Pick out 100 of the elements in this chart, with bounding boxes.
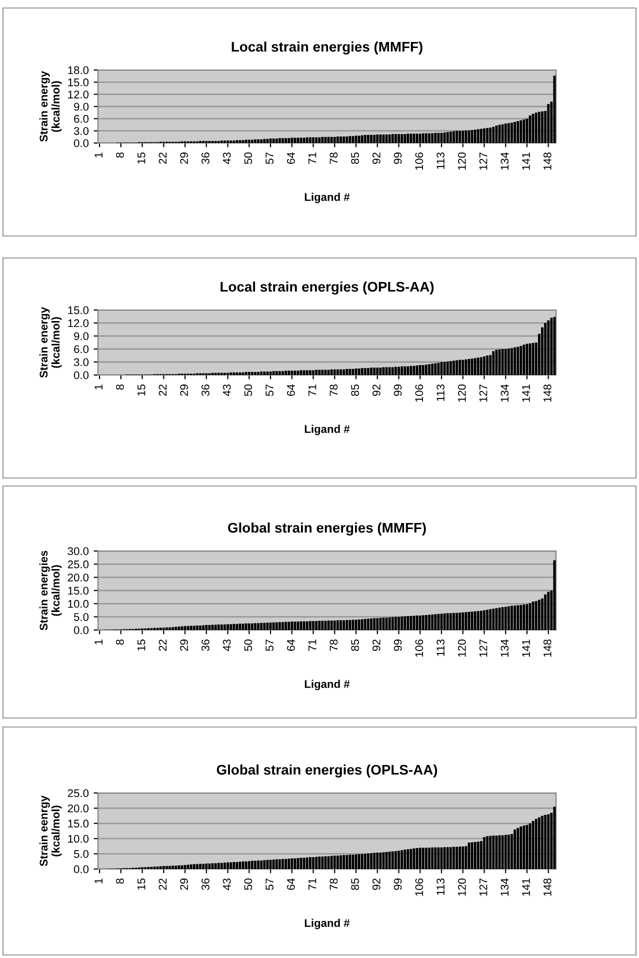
- x-tick-label: 8: [116, 640, 124, 645]
- bar: [456, 360, 458, 375]
- x-tick-label: 148: [543, 384, 552, 402]
- bar: [462, 130, 464, 143]
- bar: [532, 114, 534, 143]
- bar: [443, 132, 446, 143]
- bar: [541, 111, 544, 143]
- bar: [486, 356, 489, 375]
- y-tick-label: 0.0: [74, 371, 89, 380]
- x-tick-label: 1: [94, 384, 102, 390]
- bar: [275, 138, 278, 143]
- bar: [306, 621, 308, 630]
- bar: [306, 857, 308, 869]
- bar: [370, 853, 372, 869]
- bar: [318, 620, 321, 630]
- bar: [434, 847, 437, 869]
- x-tick-label: 1: [94, 640, 102, 644]
- bar: [346, 368, 348, 375]
- bar: [544, 814, 547, 869]
- bar: [302, 621, 306, 630]
- bar: [425, 364, 428, 375]
- bar: [275, 371, 278, 375]
- y-tick-label: 9.0: [74, 102, 89, 111]
- x-axis-title: Ligand #: [304, 424, 350, 436]
- x-tick-label: 141: [522, 384, 530, 402]
- bar: [174, 626, 178, 630]
- bar: [489, 355, 492, 375]
- bar: [288, 370, 290, 375]
- x-tick-label: 134: [500, 384, 509, 402]
- bar: [358, 854, 360, 869]
- bar: [168, 627, 171, 630]
- bar: [522, 344, 526, 375]
- bar: [379, 852, 382, 869]
- bar: [172, 866, 174, 869]
- bar: [244, 140, 248, 143]
- bar: [282, 858, 284, 869]
- bar: [260, 622, 263, 630]
- y-tick-label: 25.0: [68, 789, 89, 798]
- bar: [342, 620, 346, 630]
- x-tick-label: 78: [330, 384, 338, 396]
- bar: [263, 622, 266, 630]
- bar: [470, 842, 474, 869]
- bar: [196, 864, 198, 869]
- bar: [410, 134, 412, 143]
- bar: [464, 846, 468, 869]
- bar: [422, 848, 424, 869]
- bar: [492, 351, 495, 375]
- bar: [165, 627, 168, 630]
- bar: [501, 349, 504, 375]
- bar: [312, 370, 314, 375]
- bar: [425, 614, 428, 630]
- bar: [437, 362, 440, 375]
- bar: [315, 370, 318, 375]
- bar: [205, 864, 208, 869]
- x-tick-label: 64: [287, 152, 295, 164]
- x-tick-label: 71: [308, 640, 316, 651]
- bar: [379, 618, 382, 630]
- x-tick-label: 71: [308, 152, 316, 164]
- bar: [236, 372, 238, 375]
- bar: [504, 606, 507, 630]
- x-tick-label: 85: [351, 639, 359, 651]
- y-tick-label: 20.0: [68, 804, 89, 812]
- bar: [284, 622, 287, 630]
- x-tick-label: 106: [415, 640, 424, 657]
- bar: [516, 346, 520, 375]
- bar: [520, 120, 522, 143]
- y-tick-label: 5.0: [74, 850, 89, 858]
- bar: [260, 372, 263, 375]
- x-tick-label: 148: [543, 152, 552, 170]
- x-tick-label: 50: [244, 639, 252, 651]
- bar: [456, 130, 458, 143]
- bar: [266, 622, 269, 630]
- x-tick-label: 15: [138, 152, 146, 164]
- x-tick-label: 71: [308, 384, 316, 396]
- bar: [333, 136, 336, 143]
- bar: [312, 857, 314, 869]
- y-tick-label: 10.0: [68, 600, 89, 608]
- bar: [483, 356, 486, 375]
- x-tick-label: 29: [180, 384, 188, 396]
- x-tick-label: 50: [244, 152, 252, 164]
- bar: [236, 624, 238, 630]
- bar: [428, 364, 431, 375]
- bar: [495, 126, 498, 143]
- bar: [388, 852, 391, 869]
- bar: [250, 623, 254, 630]
- bar: [452, 131, 455, 143]
- bar: [318, 137, 321, 143]
- bar: [434, 363, 437, 375]
- bar: [532, 342, 534, 375]
- bar: [263, 138, 266, 143]
- bar: [348, 854, 352, 869]
- bar: [528, 343, 532, 375]
- bar: [388, 134, 391, 143]
- x-tick-label: 127: [479, 384, 488, 402]
- chart-title: Global strain energies (OPLS-AA): [216, 764, 438, 778]
- bar: [302, 858, 306, 869]
- bar: [174, 866, 178, 869]
- bar: [404, 850, 406, 869]
- bar: [514, 829, 516, 869]
- bar: [431, 133, 434, 143]
